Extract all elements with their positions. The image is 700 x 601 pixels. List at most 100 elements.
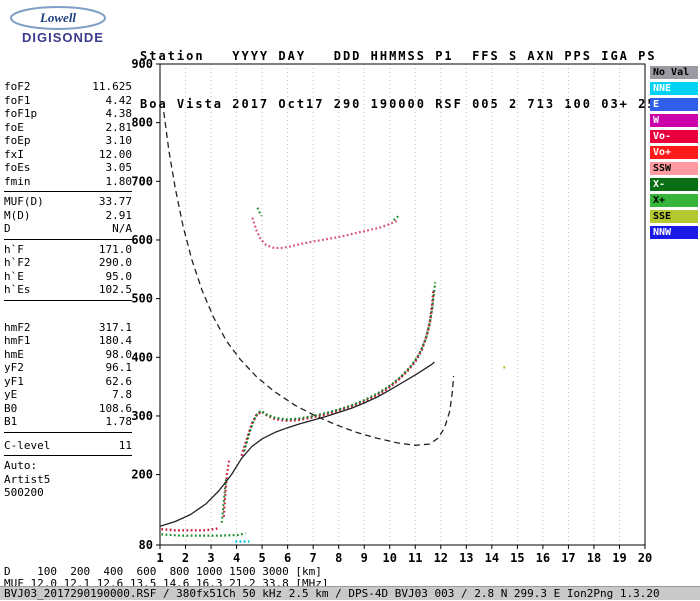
param-row: foEp 3.10 xyxy=(4,134,132,148)
param-divider xyxy=(4,191,132,192)
param-label: hmF2 xyxy=(4,320,31,334)
legend-item-vo+: Vo+ xyxy=(650,146,698,159)
param-row: yF2 96.1 xyxy=(4,361,132,375)
parameter-panel: foF2 11.625 foF1 4.42 foF1p 4.38 foE 2.81 foEp 3.… xyxy=(4,80,132,500)
station-header: Station YYYY DAY DDD HHMMSS P1 FFS S AXN… xyxy=(140,16,657,144)
station-header-columns: Station YYYY DAY DDD HHMMSS P1 FFS S AXN… xyxy=(140,49,657,63)
autoscaling-info-line: Artist5 xyxy=(4,472,51,486)
param-label: yF1 xyxy=(4,374,24,388)
y-tick-label: 400 xyxy=(131,350,153,364)
param-divider xyxy=(4,431,132,433)
param-row: B0 108.6 xyxy=(4,402,132,416)
param-value: 62.6 xyxy=(105,374,133,388)
station-header-values: Boa Vista 2017 Oct17 290 190000 RSF 005 … xyxy=(140,97,657,111)
param-row: MUF(D) 33.77 xyxy=(4,195,132,209)
param-row: foF2 11.625 xyxy=(4,80,132,94)
param-value: 317.1 xyxy=(98,320,132,334)
param-value: 33.77 xyxy=(98,195,132,208)
param-value: 96.1 xyxy=(105,361,133,374)
param-row: hmF1 180.4 xyxy=(4,334,132,348)
legend-item-nne: NNE xyxy=(650,82,698,95)
param-value: 3.05 xyxy=(105,161,133,174)
legend-item-e: E xyxy=(650,98,698,111)
param-label: MUF(D) xyxy=(4,195,44,208)
x-tick-label: 8 xyxy=(335,551,342,565)
param-label: foF2 xyxy=(4,80,31,93)
param-label: C-level xyxy=(4,438,51,452)
x-tick-label: 20 xyxy=(638,551,652,565)
series-e-trace-o xyxy=(161,527,218,532)
param-label: h`Es xyxy=(4,283,31,296)
y-tick-label: 300 xyxy=(131,409,153,423)
series-ef-cusp-o xyxy=(222,458,231,517)
param-label: hmE xyxy=(4,347,24,361)
param-label: h`F xyxy=(4,242,24,256)
param-group: C-level 11 xyxy=(4,439,132,453)
param-row: h`F 171.0 xyxy=(4,243,132,257)
gridlines xyxy=(185,64,620,545)
param-value: 7.8 xyxy=(112,388,132,401)
param-label: yF2 xyxy=(4,361,24,374)
param-value: 2.81 xyxy=(105,120,133,134)
param-value: 12.00 xyxy=(98,147,132,161)
x-tick-label: 2 xyxy=(182,551,189,565)
x-tick-label: 19 xyxy=(612,551,626,565)
param-row: h`F2 290.0 xyxy=(4,256,132,270)
param-label: foF1 xyxy=(4,93,31,107)
param-value: 180.4 xyxy=(98,334,132,347)
param-row: hmF2 317.1 xyxy=(4,321,132,335)
param-label: foEs xyxy=(4,161,31,174)
param-value: 11.625 xyxy=(92,80,132,93)
param-value: 1.78 xyxy=(105,415,133,428)
param-value: 11 xyxy=(118,438,132,452)
series-true-height-profile xyxy=(159,361,435,527)
param-row: fmin 1.80 xyxy=(4,175,132,189)
y-axis: 80 200 300 400 500 600 700 800 900 xyxy=(131,57,160,552)
param-value: 3.10 xyxy=(105,134,133,147)
logo-orbit-icon xyxy=(10,6,106,30)
param-row: yF1 62.6 xyxy=(4,375,132,389)
param-value: 171.0 xyxy=(98,242,132,256)
param-value: 4.42 xyxy=(105,93,133,107)
param-row: foF1 4.42 xyxy=(4,94,132,108)
param-value: 290.0 xyxy=(98,256,132,269)
x-tick-label: 10 xyxy=(383,551,397,565)
series-ef-cusp-x xyxy=(220,479,227,523)
x-tick-label: 7 xyxy=(310,551,317,565)
x-tick-label: 9 xyxy=(361,551,368,565)
param-value: N/A xyxy=(112,222,132,235)
series-second-hop-x1 xyxy=(256,207,263,217)
param-label: h`F2 xyxy=(4,256,31,269)
legend-item-no-val: No Val xyxy=(650,66,698,79)
series-e-trace-x xyxy=(161,532,246,537)
x-tick-label: 3 xyxy=(207,551,214,565)
param-divider xyxy=(4,299,132,301)
legend-item-w: W xyxy=(650,114,698,127)
y-tick-label: 700 xyxy=(131,174,153,188)
param-group: foF2 11.625 foF1 4.42 foF1p 4.38 foE 2.81 foEp 3.… xyxy=(4,80,132,188)
param-label: foEp xyxy=(4,134,31,147)
param-label: fxI xyxy=(4,147,24,161)
x-tick-label: 13 xyxy=(459,551,473,565)
param-divider xyxy=(4,238,132,240)
series-second-hop-o xyxy=(251,217,398,250)
param-row: M(D) 2.91 xyxy=(4,209,132,223)
param-label: D xyxy=(4,222,11,235)
param-group: h`F 171.0 h`F2 290.0 h`E 95.0 h`Es 102.5 xyxy=(4,243,132,297)
legend-item-x+: X+ xyxy=(650,194,698,207)
x-tick-label: 18 xyxy=(587,551,601,565)
legend-item-sse: SSE xyxy=(650,210,698,223)
x-tick-label: 12 xyxy=(434,551,448,565)
x-axis: 1 2 3 4 5 6 7 8 9 10 11 12 13 14 15 16 17 18 19 20 xyxy=(156,545,652,565)
status-bar: BVJ03_2017290190000.RSF / 380fx51Ch 50 k… xyxy=(0,586,700,600)
logo-digisonde-text: DIGISONDE xyxy=(22,30,104,45)
x-tick-label: 4 xyxy=(233,551,240,565)
x-tick-label: 14 xyxy=(485,551,499,565)
param-value: 2.91 xyxy=(105,208,133,222)
autoscaling-info-line: 500200 xyxy=(4,486,44,499)
autoscaling-info-line: Auto: xyxy=(4,459,38,472)
distance-row: D 100 200 400 600 800 1000 1500 3000 [km… xyxy=(4,565,322,578)
param-label: yE xyxy=(4,388,18,401)
param-row: foF1p 4.38 xyxy=(4,107,132,121)
